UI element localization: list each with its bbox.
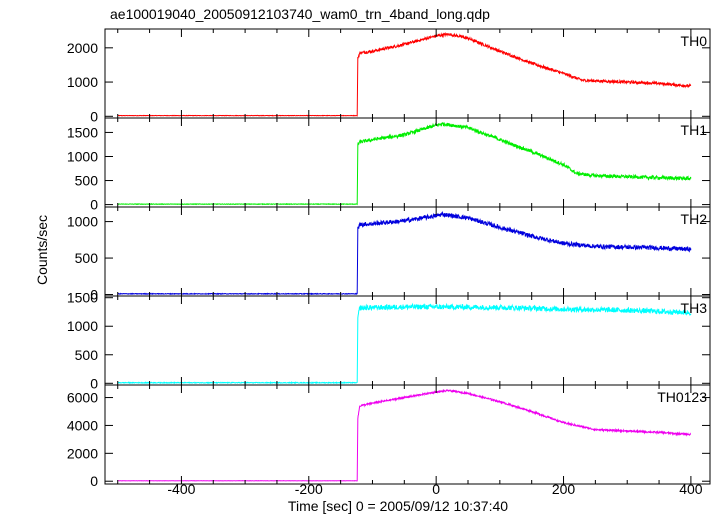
panel-th3: 0 500 1000 1500 TH3 xyxy=(67,290,711,391)
chart-title: ae100019040_20050912103740_wam0_trn_4ban… xyxy=(110,6,490,22)
y-tick-label: 0 xyxy=(90,287,98,303)
panel-label-th0: TH0 xyxy=(681,33,708,49)
panel-label-th2: TH2 xyxy=(681,211,708,227)
series-line-th3 xyxy=(117,302,692,385)
y-tick-label: 1000 xyxy=(67,214,98,230)
y-tick-label: 1000 xyxy=(67,148,98,164)
panel-th0: 0 1000 2000 TH0 xyxy=(67,28,711,124)
series-line-th2 xyxy=(117,210,692,296)
x-axis-label: Time [sec] 0 = 2005/09/12 10:37:40 xyxy=(288,498,508,514)
x-tick-label: 200 xyxy=(552,481,576,497)
panel-label-th0123: TH0123 xyxy=(657,389,707,405)
y-tick-label: 4000 xyxy=(67,417,98,433)
panel-frame xyxy=(104,384,711,485)
panel-th2: 0 500 1000 TH2 xyxy=(67,206,711,303)
panel-label-th1: TH1 xyxy=(681,122,708,138)
y-tick-label: 1500 xyxy=(67,290,98,306)
y-tick-label: 1500 xyxy=(67,124,98,140)
y-tick-label: 0 xyxy=(90,375,98,391)
y-tick-label: 0 xyxy=(90,108,98,124)
panel-frame xyxy=(104,117,711,208)
y-tick-label: 500 xyxy=(75,250,99,266)
x-tick-label: -200 xyxy=(295,481,323,497)
x-axis-tick-labels: -400 -200 0 200 400 xyxy=(167,481,702,497)
y-tick-label: 0 xyxy=(90,473,98,489)
panel-label-th3: TH3 xyxy=(681,300,708,316)
y-tick-label: 500 xyxy=(75,347,99,363)
y-tick-label: 1000 xyxy=(67,74,98,90)
y-tick-label: 0 xyxy=(90,197,98,213)
panel-th0123: 0 2000 4000 6000 TH0123 xyxy=(67,384,711,489)
x-tick-label: 0 xyxy=(432,481,440,497)
y-tick-label: 1000 xyxy=(67,318,98,334)
y-tick-label: 6000 xyxy=(67,390,98,406)
y-tick-label: 2000 xyxy=(67,445,98,461)
series-line-th1 xyxy=(117,122,692,206)
panel-th1: 0 500 1000 1500 TH1 xyxy=(67,117,711,213)
y-tick-label: 500 xyxy=(75,173,99,189)
series-line-th0 xyxy=(117,31,692,117)
x-tick-label: -400 xyxy=(167,481,195,497)
series-line-th0123 xyxy=(117,388,692,482)
y-axis-label: Counts/sec xyxy=(34,215,50,285)
x-tick-label: 400 xyxy=(679,481,703,497)
y-tick-label: 2000 xyxy=(67,40,98,56)
